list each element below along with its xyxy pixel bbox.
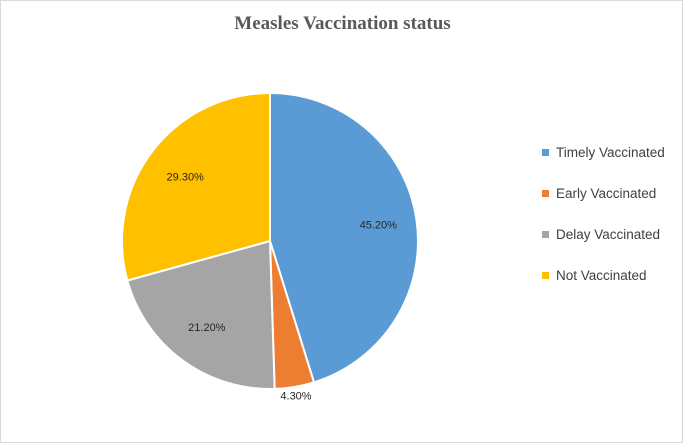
legend-item-delay-vaccinated: Delay Vaccinated bbox=[542, 224, 665, 244]
legend-item-early-vaccinated: Early Vaccinated bbox=[542, 183, 665, 203]
legend-swatch bbox=[542, 148, 549, 156]
slice-timely-vaccinated bbox=[269, 91, 419, 384]
legend-swatch bbox=[542, 230, 549, 238]
legend-label: Not Vaccinated bbox=[556, 267, 647, 283]
legend-label: Early Vaccinated bbox=[556, 185, 657, 201]
legend-item-not-vaccinated: Not Vaccinated bbox=[542, 265, 665, 285]
legend-label: Delay Vaccinated bbox=[556, 226, 661, 242]
legend-swatch bbox=[542, 271, 549, 279]
label-early-vaccinated: 4.30% bbox=[280, 391, 311, 403]
label-delay-vaccinated: 21.20% bbox=[188, 322, 226, 334]
label-timely-vaccinated: 45.20% bbox=[360, 220, 398, 232]
pie-slices bbox=[121, 91, 419, 390]
legend-label: Timely Vaccinated bbox=[556, 144, 665, 160]
legend: Timely Vaccinated Early Vaccinated Delay… bbox=[542, 142, 665, 306]
slice-delay-vaccinated bbox=[126, 239, 276, 390]
label-not-vaccinated: 29.30% bbox=[167, 171, 205, 183]
chart-title: Measles Vaccination status bbox=[234, 13, 451, 34]
legend-item-timely-vaccinated: Timely Vaccinated bbox=[542, 142, 665, 162]
pie-data-labels: 45.20% 4.30% 21.20% 29.30% bbox=[167, 171, 398, 402]
slice-not-vaccinated bbox=[121, 91, 271, 282]
legend-swatch bbox=[542, 189, 549, 197]
